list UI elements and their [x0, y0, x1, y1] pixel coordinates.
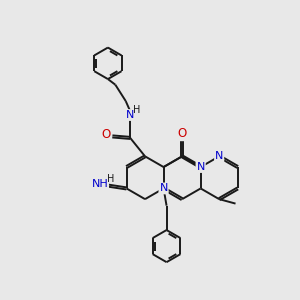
- Text: H: H: [133, 105, 140, 115]
- Text: N: N: [196, 162, 205, 172]
- Text: NH: NH: [92, 179, 108, 189]
- Text: O: O: [178, 127, 187, 140]
- Text: N: N: [126, 110, 134, 120]
- Text: O: O: [102, 128, 111, 141]
- Text: N: N: [159, 183, 168, 194]
- Text: H: H: [107, 174, 114, 184]
- Text: N: N: [215, 151, 224, 161]
